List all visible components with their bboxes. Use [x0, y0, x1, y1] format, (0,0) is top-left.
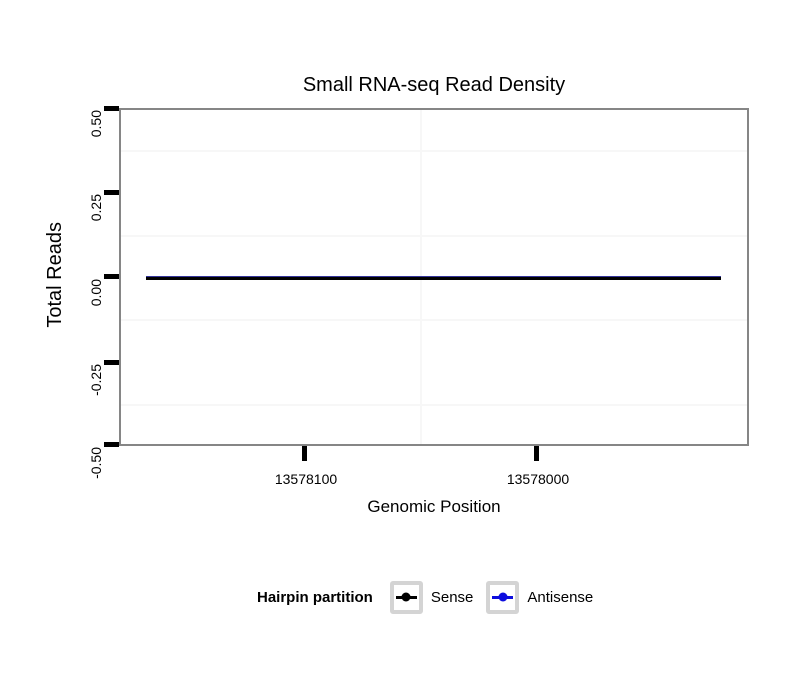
- y-tick-label: -0.50: [88, 447, 104, 479]
- minor-gridline-h: [121, 319, 747, 321]
- y-tick-label: -0.25: [88, 364, 104, 396]
- plot-panel: [119, 108, 749, 446]
- minor-gridline-h: [121, 404, 747, 406]
- minor-gridline-h: [121, 235, 747, 237]
- x-tick-label: 13578000: [506, 471, 570, 487]
- y-tick-mark: [104, 442, 119, 447]
- y-tick-mark: [104, 106, 119, 111]
- x-tick-mark: [534, 446, 539, 461]
- legend-label-sense: Sense: [430, 588, 474, 606]
- legend-item-sense: Sense: [389, 580, 474, 614]
- legend: Hairpin partition Sense Antisense: [257, 579, 593, 615]
- y-axis-title: Total Reads: [44, 222, 66, 328]
- antisense-key-icon: [486, 580, 520, 614]
- legend-item-antisense: Antisense: [486, 580, 594, 614]
- y-tick-mark: [104, 360, 119, 365]
- chart-title: Small RNA-seq Read Density: [302, 74, 566, 96]
- read-density-line-sense-antisense: [146, 276, 721, 280]
- y-tick-label: 0.25: [88, 194, 104, 222]
- x-tick-mark: [302, 446, 307, 461]
- x-axis-title: Genomic Position: [367, 497, 501, 516]
- y-tick-mark: [104, 274, 119, 279]
- legend-label-antisense: Antisense: [527, 588, 594, 606]
- y-tick-mark: [104, 190, 119, 195]
- y-tick-label: 0.50: [88, 110, 104, 138]
- x-tick-label: 13578100: [274, 471, 338, 487]
- legend-title: Hairpin partition: [257, 588, 373, 606]
- y-tick-label: 0.00: [88, 279, 104, 307]
- sense-key-icon: [389, 580, 423, 614]
- minor-gridline-h: [121, 150, 747, 152]
